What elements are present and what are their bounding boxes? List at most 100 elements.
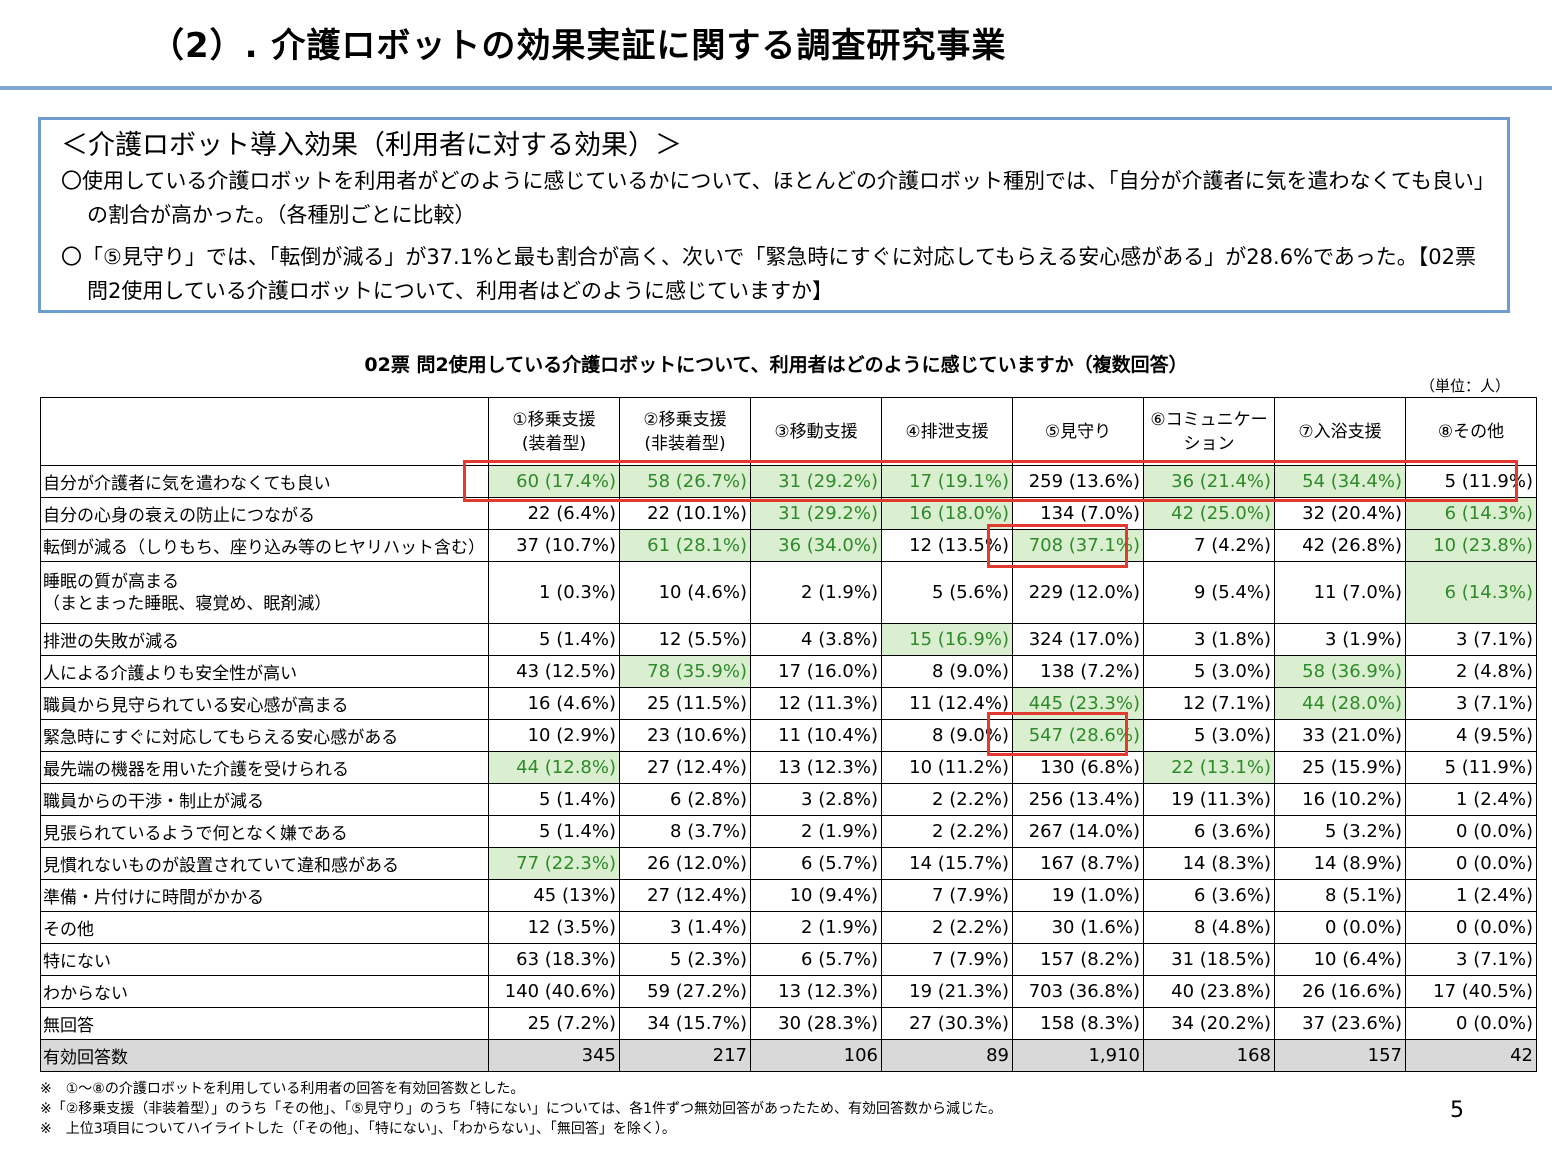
table-cell: 324 (17.0%)	[1012, 623, 1144, 656]
row-label: 最先端の機器を用いた介護を受けられる	[40, 751, 489, 784]
row-label-text: わからない	[43, 984, 128, 1004]
total-cell: 345	[488, 1039, 620, 1072]
column-header-line: ④排泄支援	[905, 421, 989, 442]
survey-table: ①移乗支援 (装着型) ②移乗支援 (非装着型) ③移動支援 ④排泄支援 ⑤見守り ⑥コミュニ…	[40, 397, 1537, 1072]
row-label: 見張られているようで何となく嫌である	[40, 815, 489, 848]
row-label-text: 特にない	[43, 952, 111, 972]
total-label: 有効回答数	[40, 1039, 489, 1072]
row-label: 人による介護よりも安全性が高い	[40, 655, 489, 688]
table-row: 睡眠の質が高まる （まとまった睡眠、寝覚め、眠剤減） 1 (0.3%) 10 (4.6…	[40, 561, 1537, 624]
table-cell: 2 (2.2%)	[881, 815, 1013, 848]
highlighted-cell: 16 (18.0%)	[881, 497, 1013, 530]
row-label: わからない	[40, 975, 489, 1008]
column-header-line: ③移動支援	[774, 421, 858, 442]
table-cell: 13 (12.3%)	[750, 975, 882, 1008]
table-cell: 22 (10.1%)	[619, 497, 751, 530]
column-header: ③移動支援	[750, 397, 882, 466]
row-label: 睡眠の質が高まる （まとまった睡眠、寝覚め、眠剤減）	[40, 561, 489, 624]
page-number: 5	[1450, 1098, 1464, 1123]
table-cell: 16 (4.6%)	[488, 687, 620, 720]
table-cell: 37 (10.7%)	[488, 529, 620, 562]
table-row: 職員からの干渉・制止が減る 5 (1.4%) 6 (2.8%) 3 (2.8%) 2 (…	[40, 783, 1537, 816]
table-cell: 167 (8.7%)	[1012, 847, 1144, 880]
total-row: 有効回答数 345 217 106 89 1,910 168 157 42	[40, 1039, 1537, 1072]
table-cell: 26 (16.6%)	[1274, 975, 1406, 1008]
header-corner	[40, 397, 489, 466]
table-cell: 5 (1.4%)	[488, 815, 620, 848]
table-cell: 8 (4.8%)	[1143, 911, 1275, 944]
table-cell: 134 (7.0%)	[1012, 497, 1144, 530]
table-cell: 7 (7.9%)	[881, 879, 1013, 912]
table-cell: 8 (3.7%)	[619, 815, 751, 848]
table-cell: 1 (0.3%)	[488, 561, 620, 624]
highlighted-cell: 708 (37.1%)	[1012, 529, 1144, 562]
table-cell: 5 (1.4%)	[488, 623, 620, 656]
table-cell: 31 (18.5%)	[1143, 943, 1275, 976]
highlighted-cell: 17 (19.1%)	[881, 465, 1013, 498]
table-row: その他 12 (3.5%) 3 (1.4%) 2 (1.9%) 2 (2.2%) 30 (…	[40, 911, 1537, 944]
column-header-line: ⑧その他	[1437, 421, 1505, 442]
table-cell: 6 (5.7%)	[750, 943, 882, 976]
table-cell: 7 (7.9%)	[881, 943, 1013, 976]
highlighted-cell: 58 (26.7%)	[619, 465, 751, 498]
total-cell: 157	[1274, 1039, 1406, 1072]
table-cell: 12 (7.1%)	[1143, 687, 1275, 720]
highlighted-cell: 44 (28.0%)	[1274, 687, 1406, 720]
highlighted-cell: 78 (35.9%)	[619, 655, 751, 688]
highlighted-cell: 58 (36.9%)	[1274, 655, 1406, 688]
table-cell: 8 (5.1%)	[1274, 879, 1406, 912]
highlighted-cell: 54 (34.4%)	[1274, 465, 1406, 498]
row-label-text: 準備・片付けに時間がかかる	[43, 888, 264, 908]
table-cell: 19 (1.0%)	[1012, 879, 1144, 912]
table-cell: 1 (2.4%)	[1405, 783, 1537, 816]
table-row: 転倒が減る（しりもち、座り込み等のヒヤリハット含む） 37 (10.7%) 61 (…	[40, 529, 1537, 562]
column-header-line: ⑥コミュニケー	[1150, 409, 1268, 430]
column-header-line: (非装着型)	[644, 433, 726, 454]
table-row: 見慣れないものが設置されていて違和感がある 77 (22.3%) 26 (12.0%…	[40, 847, 1537, 880]
table-cell: 6 (3.6%)	[1143, 815, 1275, 848]
table-cell: 13 (12.3%)	[750, 751, 882, 784]
table-cell: 3 (1.4%)	[619, 911, 751, 944]
table-cell: 16 (10.2%)	[1274, 783, 1406, 816]
table-cell: 3 (1.9%)	[1274, 623, 1406, 656]
table-cell: 5 (3.2%)	[1274, 815, 1406, 848]
column-header-line: (装着型)	[521, 433, 587, 454]
table-cell: 12 (11.3%)	[750, 687, 882, 720]
table-cell: 34 (15.7%)	[619, 1007, 751, 1040]
highlighted-cell: 77 (22.3%)	[488, 847, 620, 880]
table-cell: 5 (3.0%)	[1143, 655, 1275, 688]
column-header: ⑧その他	[1405, 397, 1537, 466]
column-header-line: ①移乗支援	[512, 409, 596, 430]
table-cell: 45 (13%)	[488, 879, 620, 912]
table-cell: 23 (10.6%)	[619, 719, 751, 752]
table-cell: 27 (12.4%)	[619, 879, 751, 912]
table-cell: 34 (20.2%)	[1143, 1007, 1275, 1040]
table-cell: 2 (1.9%)	[750, 815, 882, 848]
table-cell: 6 (2.8%)	[619, 783, 751, 816]
highlighted-cell: 31 (29.2%)	[750, 465, 882, 498]
table-cell: 12 (3.5%)	[488, 911, 620, 944]
highlighted-cell: 10 (23.8%)	[1405, 529, 1537, 562]
row-label: 自分の心身の衰えの防止につながる	[40, 497, 489, 530]
table-cell: 2 (2.2%)	[881, 783, 1013, 816]
table-cell: 6 (5.7%)	[750, 847, 882, 880]
table-cell: 8 (9.0%)	[881, 655, 1013, 688]
table-row: 排泄の失敗が減る 5 (1.4%) 12 (5.5%) 4 (3.8%) 15 (16.…	[40, 623, 1537, 656]
table-cell: 2 (2.2%)	[881, 911, 1013, 944]
table-cell: 0 (0.0%)	[1405, 847, 1537, 880]
row-label-text: 無回答	[43, 1016, 94, 1036]
table-cell: 10 (2.9%)	[488, 719, 620, 752]
table-cell: 22 (6.4%)	[488, 497, 620, 530]
column-header-line: ション	[1183, 433, 1235, 454]
highlighted-cell: 22 (13.1%)	[1143, 751, 1275, 784]
row-label-text: 自分の心身の衰えの防止につながる	[43, 506, 315, 526]
table-cell: 256 (13.4%)	[1012, 783, 1144, 816]
table-row: わからない 140 (40.6%) 59 (27.2%) 13 (12.3%) 19 (…	[40, 975, 1537, 1008]
total-cell: 168	[1143, 1039, 1275, 1072]
title-divider	[0, 86, 1552, 90]
table-header-row: ①移乗支援 (装着型) ②移乗支援 (非装着型) ③移動支援 ④排泄支援 ⑤見守り ⑥コミュニ…	[40, 397, 1537, 466]
row-label-text: 転倒が減る（しりもち、座り込み等のヒヤリハット含む）	[43, 538, 485, 558]
table-cell: 27 (30.3%)	[881, 1007, 1013, 1040]
table-cell: 0 (0.0%)	[1274, 911, 1406, 944]
table-cell: 703 (36.8%)	[1012, 975, 1144, 1008]
